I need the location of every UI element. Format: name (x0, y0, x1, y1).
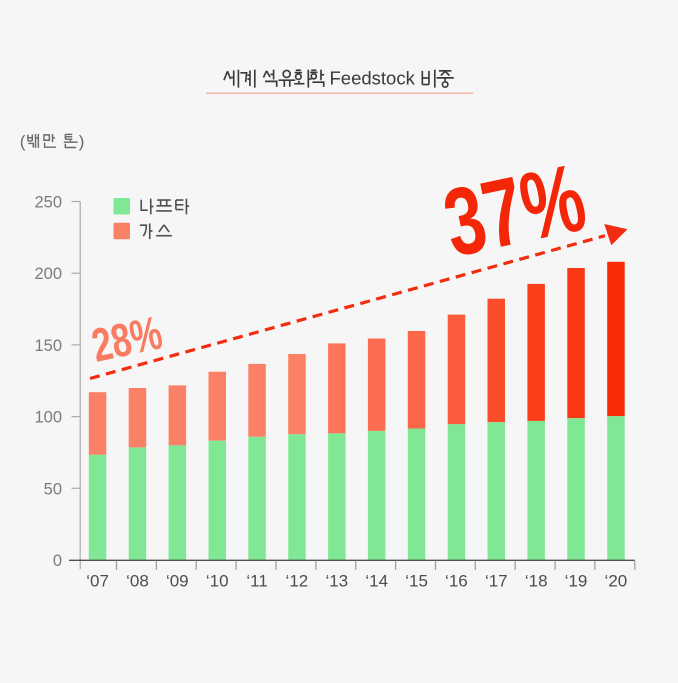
svg-text:‘20: ‘20 (605, 572, 628, 591)
svg-text:‘14: ‘14 (365, 572, 388, 591)
svg-text:‘15: ‘15 (405, 572, 428, 591)
svg-text:‘09: ‘09 (166, 572, 189, 591)
svg-text:‘18: ‘18 (525, 572, 548, 591)
svg-text:‘08: ‘08 (126, 572, 149, 591)
svg-text:‘17: ‘17 (485, 572, 508, 591)
svg-text:‘16: ‘16 (445, 572, 468, 591)
svg-text:200: 200 (34, 265, 62, 283)
svg-text:Feedstock: Feedstock (330, 68, 416, 89)
svg-text:): ) (79, 132, 85, 151)
svg-text:‘11: ‘11 (246, 572, 267, 591)
svg-text:‘10: ‘10 (206, 572, 229, 591)
svg-text:‘19: ‘19 (565, 572, 588, 591)
svg-text:‘07: ‘07 (86, 572, 109, 591)
svg-text:‘12: ‘12 (286, 572, 309, 591)
svg-text:100: 100 (34, 409, 62, 427)
svg-text:250: 250 (34, 194, 62, 212)
svg-text:50: 50 (44, 480, 62, 498)
svg-text:0: 0 (53, 552, 62, 570)
svg-text:‘13: ‘13 (325, 572, 348, 591)
svg-text:150: 150 (34, 337, 62, 355)
svg-text:(: ( (20, 132, 26, 151)
